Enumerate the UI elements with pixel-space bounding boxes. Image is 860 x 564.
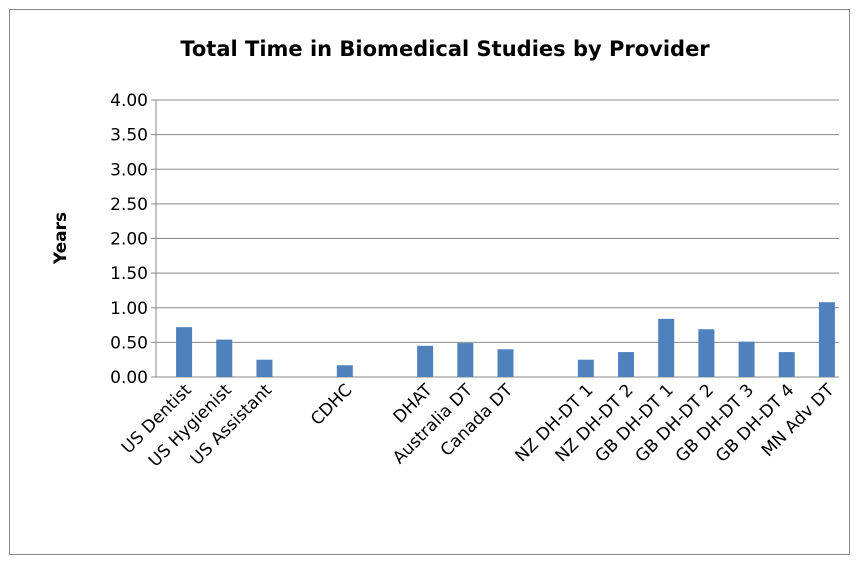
y-tick-label: 2.50: [110, 195, 148, 215]
bar: [658, 318, 675, 377]
bar: [818, 302, 835, 377]
y-tick-label: 1.00: [110, 299, 148, 319]
bar: [457, 343, 474, 377]
bar: [417, 345, 434, 377]
y-tick-label: 1.50: [110, 264, 148, 284]
y-axis-label: Years: [51, 212, 71, 265]
y-tick-label: 4.00: [110, 91, 148, 111]
bar: [698, 329, 715, 377]
bar: [176, 327, 193, 377]
y-tick-label: 0.00: [110, 368, 148, 388]
bar: [256, 359, 273, 377]
y-tick-label: 0.50: [110, 333, 148, 353]
chart-title: Total Time in Biomedical Studies by Prov…: [180, 37, 710, 61]
bar: [336, 365, 353, 377]
y-tick-label: 2.00: [110, 230, 148, 250]
y-tick-label: 3.00: [110, 160, 148, 180]
bar: [577, 359, 594, 377]
bar: [216, 339, 233, 377]
bar: [497, 349, 514, 377]
y-tick-label: 3.50: [110, 126, 148, 146]
bar: [778, 352, 795, 377]
bar: [738, 341, 755, 377]
bar: [618, 352, 635, 377]
